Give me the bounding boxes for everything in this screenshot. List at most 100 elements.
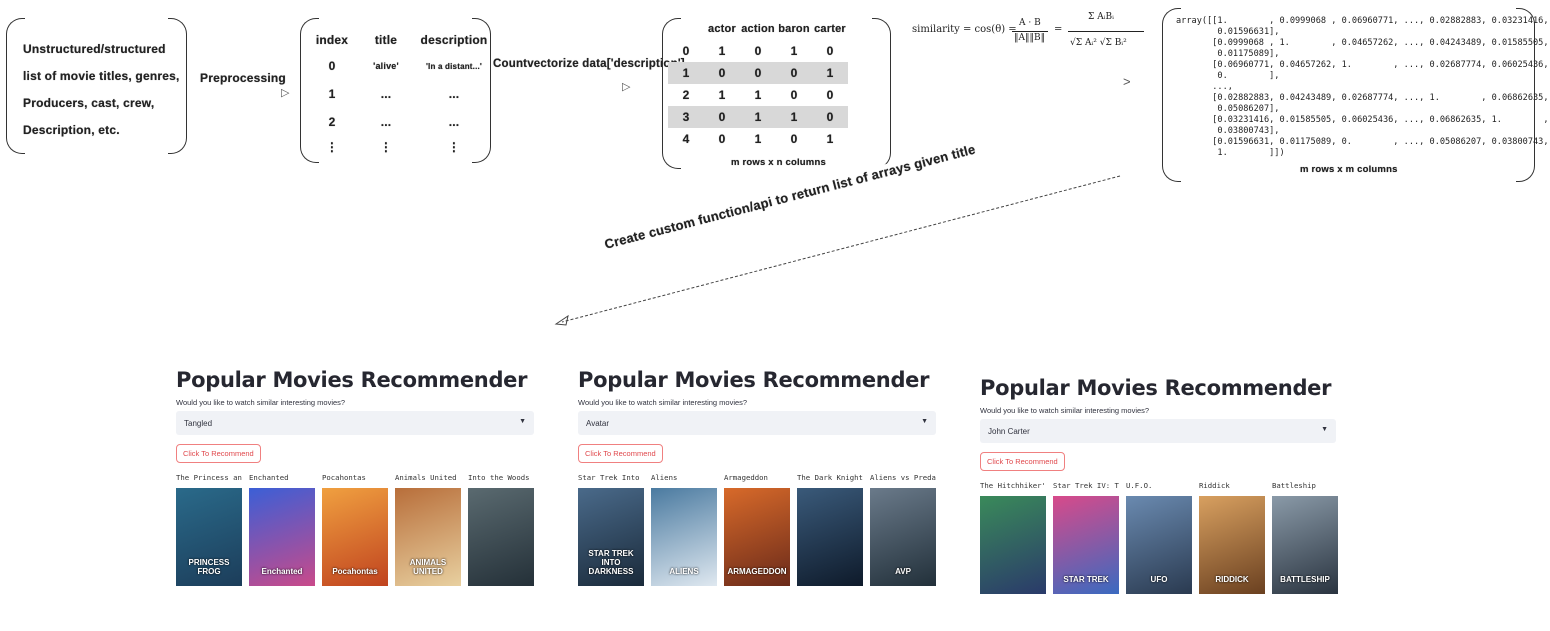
- recommend-button[interactable]: Click To Recommend: [578, 444, 663, 463]
- chevron-down-icon: ▼: [519, 418, 526, 425]
- movie-poster[interactable]: ALIENS: [651, 488, 717, 586]
- df-cell: 'alive': [373, 61, 399, 71]
- movie-poster[interactable]: [797, 488, 863, 586]
- step-preprocessing-label: Preprocessing: [200, 71, 286, 85]
- movie-question-label: Would you like to watch similar interest…: [578, 398, 748, 407]
- count-matrix-table: actor action baron carter 0 1 0 1 0 1 0 …: [668, 18, 848, 150]
- movie-select[interactable]: Avatar ▼: [578, 411, 936, 435]
- app-title: Popular Movies Recommender: [980, 376, 1332, 400]
- formula-lhs: similarity = cos(θ) =: [912, 24, 1017, 35]
- movie-poster[interactable]: ANIMALS UNITED: [395, 488, 461, 586]
- matrix-cell: 1: [740, 106, 776, 128]
- matrix-cell: 2: [682, 88, 690, 102]
- movie-poster[interactable]: PRINCESS FROG: [176, 488, 242, 586]
- movie-titles-row: The Princess and the Frog Enchanted Poca…: [176, 473, 536, 485]
- matrix-cell: 1: [826, 132, 834, 146]
- matrix-cell: 1: [718, 44, 726, 58]
- movie-select[interactable]: John Carter ▼: [980, 419, 1336, 443]
- matrix-cell: 1: [812, 62, 848, 84]
- df-cell: ...: [380, 87, 392, 101]
- movie-title: Enchanted: [249, 473, 289, 482]
- poster-label: RIDDICK: [1215, 575, 1249, 584]
- matrix-cell: 0: [718, 132, 726, 146]
- input-box-text: Unstructured/structured list of movie ti…: [23, 36, 180, 144]
- poster-label: STAR TREK: [1063, 575, 1109, 584]
- formula-sum-bar: [1068, 31, 1144, 32]
- movie-poster[interactable]: [980, 496, 1046, 594]
- movie-poster[interactable]: UFO: [1126, 496, 1192, 594]
- movie-title: Armageddon: [724, 473, 768, 482]
- array-caption: m rows x m columns: [1300, 164, 1398, 175]
- matrix-cell: 1: [754, 132, 762, 146]
- app-title: Popular Movies Recommender: [578, 368, 930, 392]
- poster-label: ANIMALS UNITED: [409, 558, 447, 576]
- poster-label: ARMAGEDDON: [727, 567, 787, 576]
- arrow-right-icon: ▷: [622, 81, 631, 93]
- input-line: Description, etc.: [23, 123, 120, 137]
- poster-label: ALIENS: [669, 567, 699, 576]
- matrix-cell: 3: [668, 106, 704, 128]
- df-cell: ⋮: [379, 140, 393, 154]
- matrix-cell: 1: [790, 44, 798, 58]
- formula-fraction-bar: [1012, 31, 1048, 32]
- poster-label: Pocahontas: [332, 567, 378, 576]
- matrix-cell: 0: [790, 88, 798, 102]
- chevron-down-icon: ▼: [1321, 426, 1328, 433]
- movie-title: Star Trek IV: The Voyage Home: [1053, 481, 1119, 490]
- dashed-arrow: [554, 175, 1121, 326]
- movie-title: Battleship: [1272, 481, 1316, 490]
- movie-title: Into the Woods: [468, 473, 530, 482]
- matrix-header: baron: [778, 23, 810, 35]
- input-line: list of movie titles, genres,: [23, 69, 180, 83]
- movie-title: Riddick: [1199, 481, 1230, 490]
- dataframe-table: index title description 0 'alive' 'In a …: [312, 28, 488, 158]
- input-line: Producers, cast, crew,: [23, 96, 155, 110]
- step-countvectorize-label: Countvectorize data['description']: [493, 58, 685, 70]
- matrix-cell: 0: [704, 62, 740, 84]
- movie-poster[interactable]: RIDDICK: [1199, 496, 1265, 594]
- matrix-cell: 0: [790, 132, 798, 146]
- movie-poster[interactable]: BATTLESHIP: [1272, 496, 1338, 594]
- matrix-cell: 1: [754, 88, 762, 102]
- app-title: Popular Movies Recommender: [176, 368, 528, 392]
- formula-sum-num: Σ AᵢBᵢ: [1088, 12, 1114, 22]
- matrix-cell: 0: [754, 44, 762, 58]
- movie-title: The Princess and the Frog: [176, 473, 242, 482]
- matrix-cell: 0: [812, 106, 848, 128]
- df-cell: 'In a distant...': [425, 61, 483, 71]
- df-header: index: [315, 33, 349, 47]
- poster-row: PRINCESS FROG Enchanted Pocahontas ANIMA…: [176, 488, 536, 588]
- movie-title: Aliens: [651, 473, 678, 482]
- movie-question-label: Would you like to watch similar interest…: [980, 406, 1150, 415]
- poster-row: STAR TREK UFO RIDDICK BATTLESHIP: [980, 496, 1340, 596]
- df-cell: ⋮: [447, 140, 461, 154]
- movie-title: Animals United: [395, 473, 457, 482]
- df-header: title: [374, 33, 398, 47]
- dashed-arrow-line: [561, 175, 1121, 323]
- movie-poster[interactable]: Enchanted: [249, 488, 315, 586]
- arrow-right-icon: >: [1123, 74, 1131, 89]
- matrix-cell: 4: [682, 132, 690, 146]
- movie-title: Pocahontas: [322, 473, 366, 482]
- df-cell: ...: [448, 115, 460, 129]
- formula-equals: =: [1054, 24, 1063, 35]
- movie-title: Star Trek Into Darkness: [578, 473, 644, 482]
- movie-poster[interactable]: Pocahontas: [322, 488, 388, 586]
- movie-titles-row: The Hitchhiker's Guide to the Galaxy Sta…: [980, 481, 1340, 493]
- movie-poster[interactable]: [468, 488, 534, 586]
- recommender-app-3: Popular Movies Recommender Would you lik…: [980, 376, 1340, 596]
- movie-title: The Hitchhiker's Guide to the Galaxy: [980, 481, 1046, 490]
- matrix-header: actor: [708, 23, 736, 35]
- df-cell: 2: [328, 115, 336, 129]
- recommend-button[interactable]: Click To Recommend: [980, 452, 1065, 471]
- movie-select[interactable]: Tangled ▼: [176, 411, 534, 435]
- movie-poster[interactable]: STAR TREK: [1053, 496, 1119, 594]
- matrix-cell: 0: [682, 44, 690, 58]
- movie-poster[interactable]: AVP: [870, 488, 936, 586]
- movie-poster[interactable]: STAR TREK INTO DARKNESS: [578, 488, 644, 586]
- movie-poster[interactable]: ARMAGEDDON: [724, 488, 790, 586]
- recommend-button[interactable]: Click To Recommend: [176, 444, 261, 463]
- df-cell: 1: [328, 87, 336, 101]
- matrix-caption: m rows x n columns: [731, 157, 826, 168]
- df-cell: ⋮: [325, 140, 339, 154]
